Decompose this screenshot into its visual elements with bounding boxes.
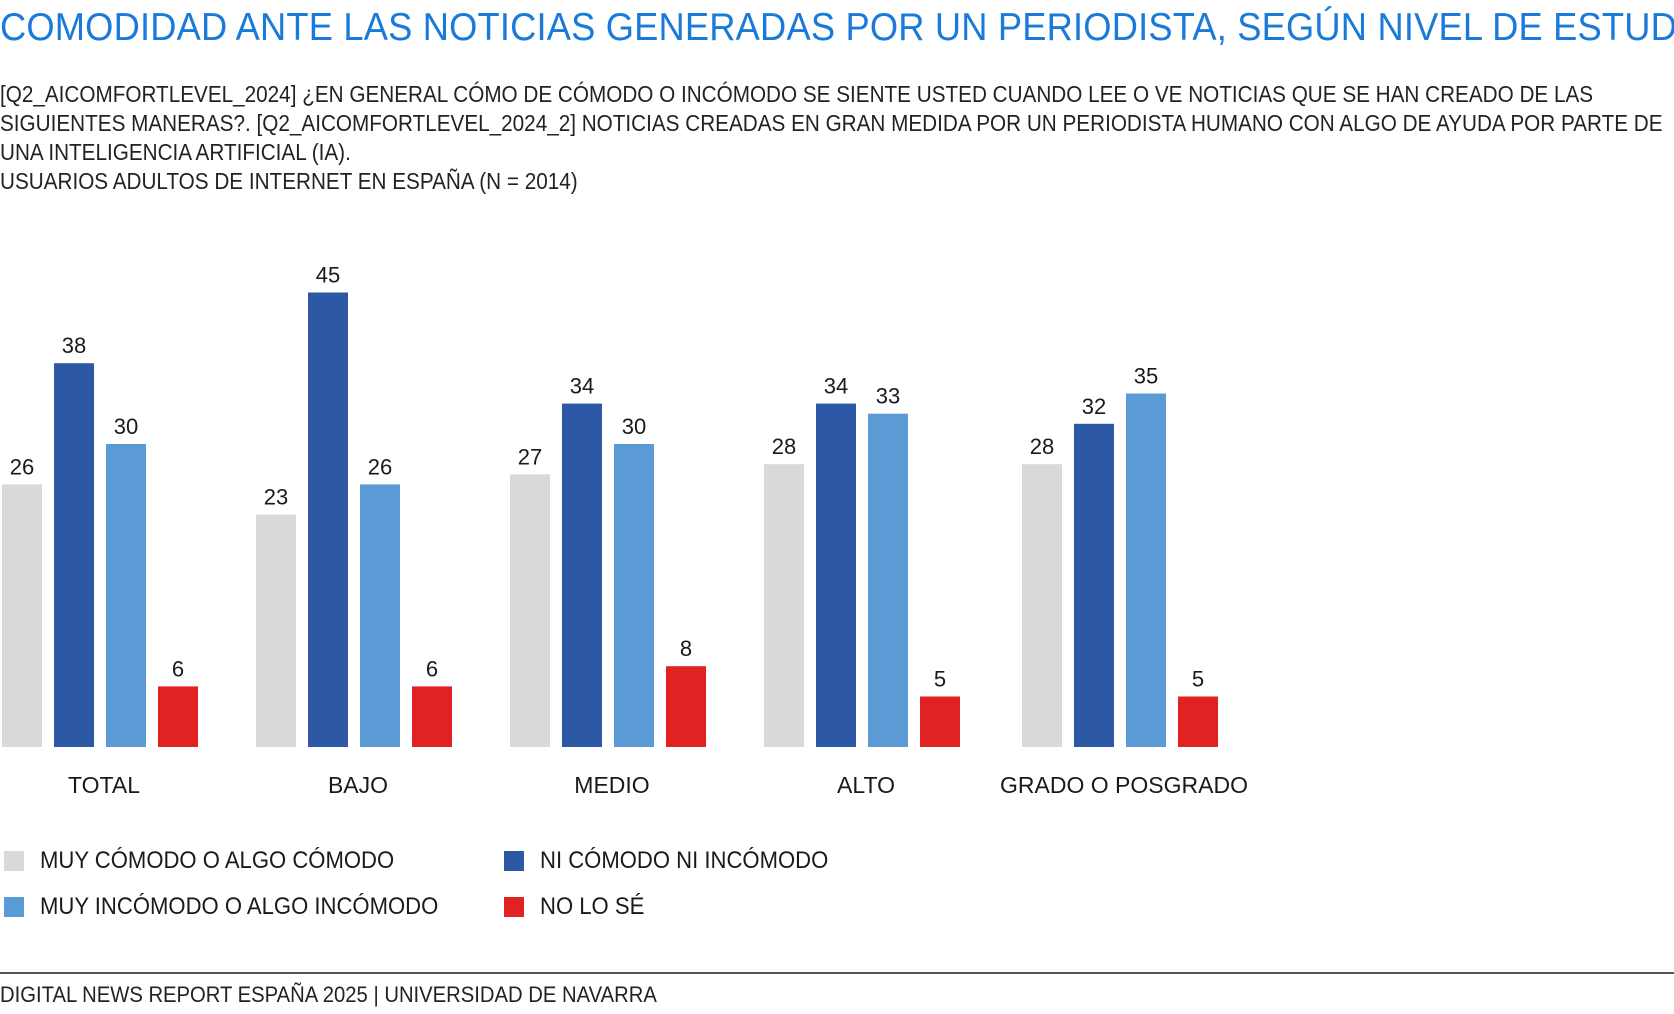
survey-question: [Q2_AICOMFORTLEVEL_2024] ¿EN GENERAL CÓM… — [0, 81, 1663, 165]
bar-total-muy-incomodo-o-algo-incomodo — [106, 444, 146, 747]
data-label-bajo-muy-incomodo-o-algo-incomodo: 26 — [368, 454, 392, 479]
chart-legend: MUY CÓMODO O ALGO CÓMODO NI CÓMODO NI IN… — [0, 835, 900, 945]
chart-subtitle: [Q2_AICOMFORTLEVEL_2024] ¿EN GENERAL CÓM… — [0, 80, 1665, 196]
data-label-grado-o-posgrado-ni-comodo-ni-incomodo: 32 — [1082, 394, 1106, 419]
bar-alto-muy-comodo-o-algo-comodo — [764, 464, 804, 747]
bar-bajo-no-lo-se — [412, 686, 452, 747]
legend-item-comodo: MUY CÓMODO O ALGO CÓMODO — [4, 847, 425, 875]
legend-swatch-ni-comodo — [504, 851, 524, 871]
data-label-alto-muy-comodo-o-algo-comodo: 28 — [772, 434, 796, 459]
data-label-grado-o-posgrado-muy-comodo-o-algo-comodo: 28 — [1030, 434, 1054, 459]
data-label-medio-muy-incomodo-o-algo-incomodo: 30 — [622, 414, 646, 439]
bar-grado-o-posgrado-ni-comodo-ni-incomodo — [1074, 423, 1114, 747]
bar-bajo-ni-comodo-ni-incomodo — [308, 292, 348, 747]
data-label-medio-muy-comodo-o-algo-comodo: 27 — [518, 444, 542, 469]
bar-medio-muy-incomodo-o-algo-incomodo — [614, 444, 654, 747]
category-label-grado-o-posgrado: GRADO O POSGRADO — [1000, 772, 1248, 798]
bar-total-muy-comodo-o-algo-comodo — [2, 484, 42, 747]
legend-item-incomodo: MUY INCÓMODO O ALGO INCÓMODO — [4, 893, 473, 921]
data-label-total-muy-incomodo-o-algo-incomodo: 30 — [114, 414, 138, 439]
legend-swatch-comodo — [4, 851, 24, 871]
bar-total-no-lo-se — [158, 686, 198, 747]
bar-medio-muy-comodo-o-algo-comodo — [510, 474, 550, 747]
bar-alto-no-lo-se — [920, 696, 960, 747]
bar-alto-ni-comodo-ni-incomodo — [816, 403, 856, 747]
sample-description: USUARIOS ADULTOS DE INTERNET EN ESPAÑA (… — [0, 168, 578, 194]
bar-medio-no-lo-se — [666, 666, 706, 747]
data-label-total-ni-comodo-ni-incomodo: 38 — [62, 333, 86, 358]
data-label-medio-ni-comodo-ni-incomodo: 34 — [570, 374, 594, 399]
data-label-total-muy-comodo-o-algo-comodo: 26 — [10, 454, 34, 479]
legend-label-incomodo: MUY INCÓMODO O ALGO INCÓMODO — [40, 893, 439, 920]
footer-divider — [0, 972, 1674, 974]
legend-label-ni-comodo: NI CÓMODO NI INCÓMODO — [540, 847, 829, 874]
legend-item-no-lo-se: NO LO SÉ — [504, 893, 653, 921]
bar-chart: 26 38 30 6 TOTAL 23 45 26 6 BAJO 27 34 30 8 MEDIO 28 34 3… — [2, 263, 1248, 798]
data-label-grado-o-posgrado-muy-incomodo-o-algo-incomodo: 35 — [1134, 364, 1158, 389]
bar-total-ni-comodo-ni-incomodo — [54, 363, 94, 747]
legend-label-comodo: MUY CÓMODO O ALGO CÓMODO — [40, 847, 395, 874]
data-label-medio-no-lo-se: 8 — [680, 636, 692, 661]
footer-credit: DIGITAL NEWS REPORT ESPAÑA 2025 | UNIVER… — [0, 982, 657, 1007]
bar-medio-ni-comodo-ni-incomodo — [562, 403, 602, 747]
bar-grado-o-posgrado-muy-comodo-o-algo-comodo — [1022, 464, 1062, 747]
category-label-medio: MEDIO — [574, 772, 649, 798]
data-label-bajo-ni-comodo-ni-incomodo: 45 — [316, 263, 340, 288]
category-label-bajo: BAJO — [328, 772, 388, 798]
bar-bajo-muy-comodo-o-algo-comodo — [256, 514, 296, 747]
data-label-bajo-muy-comodo-o-algo-comodo: 23 — [264, 485, 288, 510]
bar-alto-muy-incomodo-o-algo-incomodo — [868, 413, 908, 747]
data-label-alto-muy-incomodo-o-algo-incomodo: 33 — [876, 384, 900, 409]
chart-title: COMODIDAD ANTE LAS NOTICIAS GENERADAS PO… — [0, 6, 1674, 49]
category-label-total: TOTAL — [68, 772, 140, 798]
bar-bajo-muy-incomodo-o-algo-incomodo — [360, 484, 400, 747]
data-label-total-no-lo-se: 6 — [172, 656, 184, 681]
category-label-alto: ALTO — [837, 772, 895, 798]
legend-swatch-incomodo — [4, 897, 24, 917]
bar-grado-o-posgrado-muy-incomodo-o-algo-incomodo — [1126, 393, 1166, 747]
data-label-alto-ni-comodo-ni-incomodo: 34 — [824, 374, 848, 399]
data-label-alto-no-lo-se: 5 — [934, 667, 946, 692]
bar-grado-o-posgrado-no-lo-se — [1178, 696, 1218, 747]
data-label-bajo-no-lo-se: 6 — [426, 656, 438, 681]
legend-label-no-lo-se: NO LO SÉ — [540, 893, 645, 920]
legend-item-ni-comodo: NI CÓMODO NI INCÓMODO — [504, 847, 853, 875]
legend-swatch-no-lo-se — [504, 897, 524, 917]
data-label-grado-o-posgrado-no-lo-se: 5 — [1192, 667, 1204, 692]
